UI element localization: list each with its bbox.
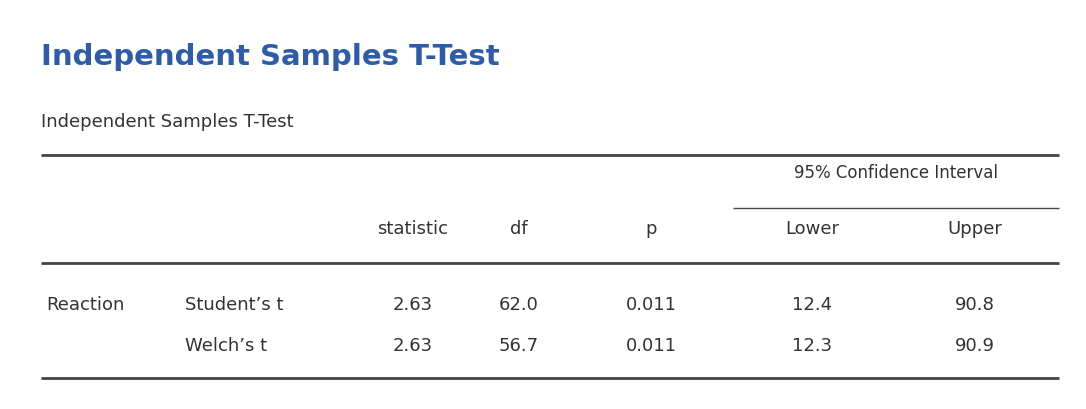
- Text: 2.63: 2.63: [393, 337, 432, 355]
- Text: Independent Samples T-Test: Independent Samples T-Test: [41, 113, 294, 131]
- Text: 0.011: 0.011: [627, 337, 677, 355]
- Text: Welch’s t: Welch’s t: [185, 337, 267, 355]
- Text: Lower: Lower: [785, 219, 838, 237]
- Text: Upper: Upper: [947, 219, 1002, 237]
- Text: p: p: [646, 219, 657, 237]
- Text: 62.0: 62.0: [498, 296, 539, 314]
- Text: 56.7: 56.7: [498, 337, 539, 355]
- Text: 2.63: 2.63: [393, 296, 432, 314]
- Text: df: df: [509, 219, 528, 237]
- Text: 12.4: 12.4: [792, 296, 832, 314]
- Text: Reaction: Reaction: [47, 296, 125, 314]
- Text: 90.9: 90.9: [955, 337, 995, 355]
- Text: Independent Samples T-Test: Independent Samples T-Test: [41, 43, 500, 71]
- Text: 12.3: 12.3: [792, 337, 832, 355]
- Text: 95% Confidence Interval: 95% Confidence Interval: [794, 164, 998, 182]
- Text: 0.011: 0.011: [627, 296, 677, 314]
- Text: Student’s t: Student’s t: [185, 296, 283, 314]
- Text: 90.8: 90.8: [955, 296, 995, 314]
- Text: statistic: statistic: [377, 219, 449, 237]
